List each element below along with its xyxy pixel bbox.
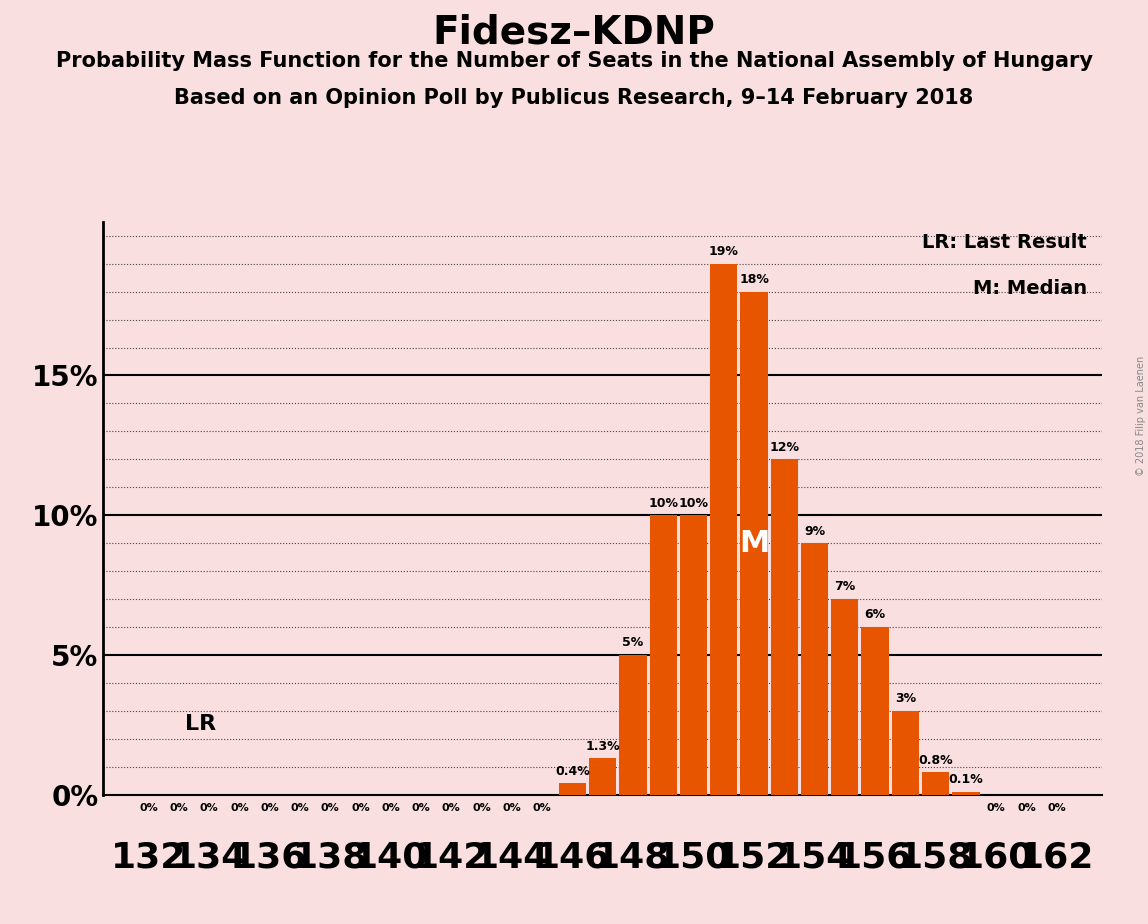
Text: 0%: 0% xyxy=(230,803,249,813)
Text: LR: Last Result: LR: Last Result xyxy=(922,233,1087,252)
Text: 3%: 3% xyxy=(894,692,916,705)
Text: 0.1%: 0.1% xyxy=(948,773,983,786)
Text: 7%: 7% xyxy=(835,580,855,593)
Text: 146: 146 xyxy=(535,841,610,875)
Text: 152: 152 xyxy=(716,841,792,875)
Text: 134: 134 xyxy=(171,841,247,875)
Text: 0%: 0% xyxy=(200,803,218,813)
Text: 0%: 0% xyxy=(503,803,521,813)
Text: 18%: 18% xyxy=(739,273,769,286)
Text: 0%: 0% xyxy=(321,803,340,813)
Text: 0%: 0% xyxy=(1017,803,1035,813)
Text: 136: 136 xyxy=(232,841,308,875)
Text: 10%: 10% xyxy=(678,496,708,510)
Text: 138: 138 xyxy=(293,841,369,875)
Text: 12%: 12% xyxy=(769,441,799,454)
Bar xyxy=(831,599,859,795)
Text: 19%: 19% xyxy=(708,245,738,258)
Bar xyxy=(801,543,828,795)
Bar xyxy=(922,772,949,795)
Text: 0%: 0% xyxy=(412,803,430,813)
Text: 0%: 0% xyxy=(290,803,310,813)
Text: 0%: 0% xyxy=(442,803,460,813)
Text: 0%: 0% xyxy=(351,803,370,813)
Bar xyxy=(589,759,616,795)
Text: 0.8%: 0.8% xyxy=(918,754,953,767)
Bar xyxy=(740,292,768,795)
Text: 0%: 0% xyxy=(139,803,158,813)
Text: © 2018 Filip van Laenen: © 2018 Filip van Laenen xyxy=(1135,356,1146,476)
Bar xyxy=(770,459,798,795)
Text: Fidesz–KDNP: Fidesz–KDNP xyxy=(433,14,715,52)
Text: 142: 142 xyxy=(413,841,489,875)
Text: 10%: 10% xyxy=(649,496,678,510)
Bar xyxy=(711,263,737,795)
Text: 156: 156 xyxy=(837,841,913,875)
Text: 0.4%: 0.4% xyxy=(556,765,590,778)
Bar xyxy=(650,516,677,795)
Text: 0%: 0% xyxy=(472,803,491,813)
Bar xyxy=(680,516,707,795)
Bar xyxy=(861,627,889,795)
Text: 0%: 0% xyxy=(381,803,401,813)
Text: 9%: 9% xyxy=(804,525,825,538)
Text: 0%: 0% xyxy=(261,803,279,813)
Bar xyxy=(620,655,646,795)
Bar xyxy=(559,784,587,795)
Text: Probability Mass Function for the Number of Seats in the National Assembly of Hu: Probability Mass Function for the Number… xyxy=(55,51,1093,71)
Text: 158: 158 xyxy=(898,841,974,875)
Text: Based on an Opinion Poll by Publicus Research, 9–14 February 2018: Based on an Opinion Poll by Publicus Res… xyxy=(174,88,974,108)
Bar xyxy=(892,711,920,795)
Text: 162: 162 xyxy=(1019,841,1094,875)
Text: LR: LR xyxy=(185,714,216,735)
Text: M: Median: M: Median xyxy=(974,279,1087,298)
Text: 144: 144 xyxy=(474,841,550,875)
Text: 150: 150 xyxy=(656,841,731,875)
Text: 0%: 0% xyxy=(533,803,551,813)
Text: 6%: 6% xyxy=(864,608,885,621)
Text: 5%: 5% xyxy=(622,637,644,650)
Text: 0%: 0% xyxy=(987,803,1006,813)
Bar xyxy=(953,792,979,795)
Text: 1.3%: 1.3% xyxy=(585,740,620,753)
Text: 0%: 0% xyxy=(1047,803,1066,813)
Text: 154: 154 xyxy=(777,841,852,875)
Text: 140: 140 xyxy=(354,841,428,875)
Text: 0%: 0% xyxy=(170,803,188,813)
Text: 148: 148 xyxy=(596,841,670,875)
Text: 160: 160 xyxy=(959,841,1034,875)
Text: 132: 132 xyxy=(111,841,186,875)
Text: M: M xyxy=(739,529,769,557)
